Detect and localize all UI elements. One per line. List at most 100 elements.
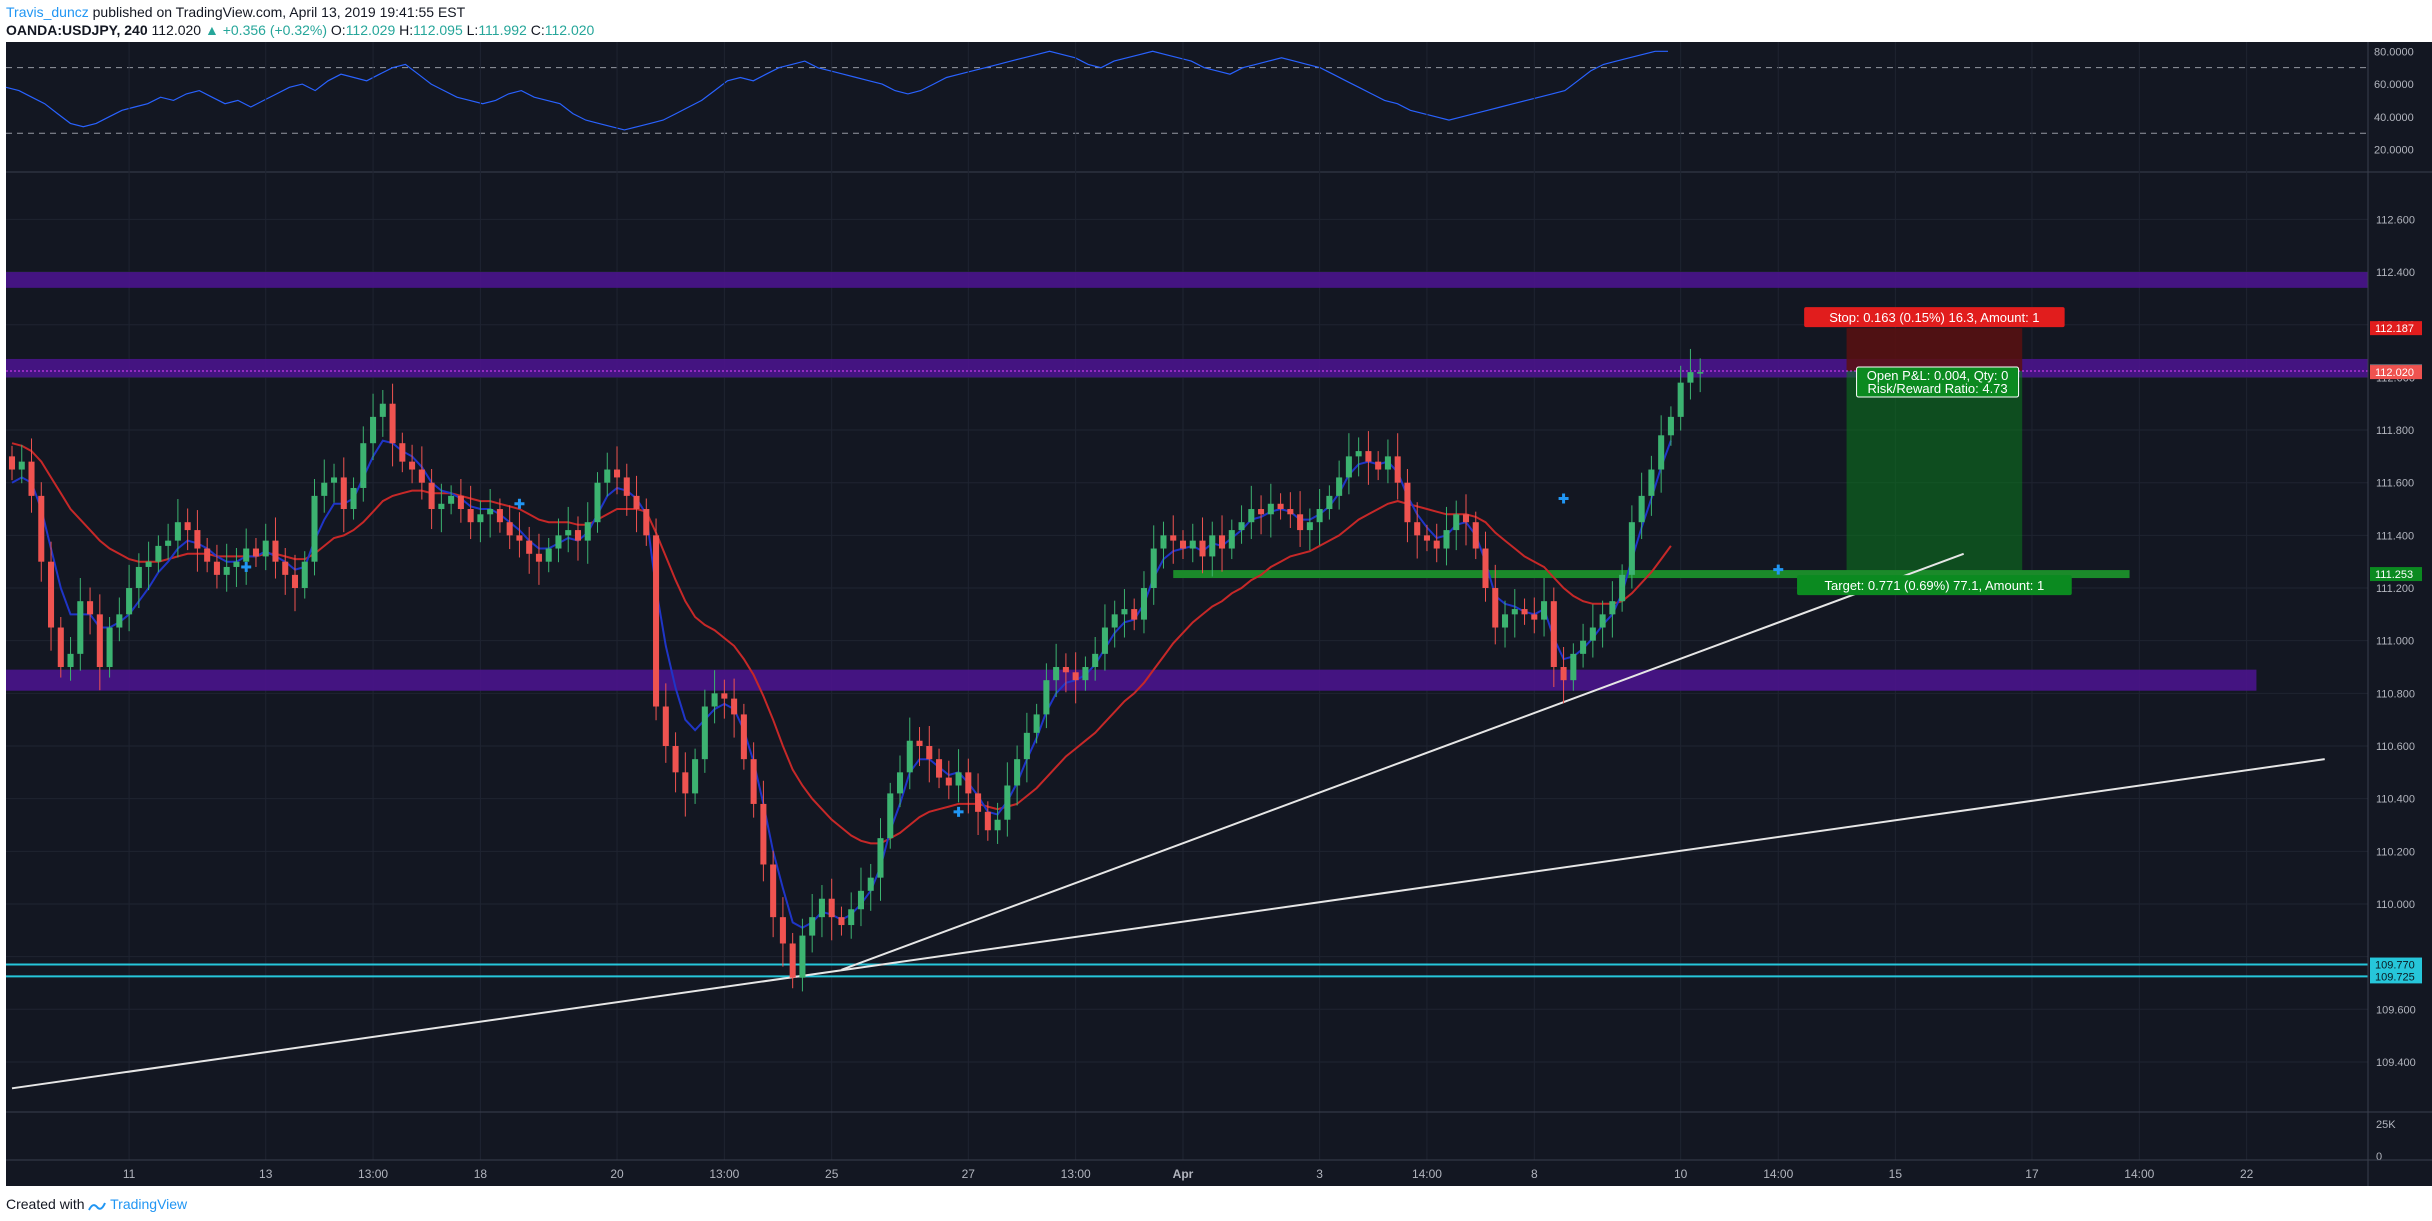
candle — [379, 390, 386, 437]
candle — [1004, 762, 1011, 837]
candle-body — [321, 482, 328, 496]
candle-body — [1082, 667, 1089, 681]
chart-area[interactable]: 80.0000 60.0000 40.0000 20.0000 Stop: 0.163 … — [0, 42, 2432, 1186]
candle — [155, 535, 162, 573]
candle-body — [594, 482, 601, 523]
candle-body — [789, 943, 796, 978]
candle — [1297, 491, 1304, 547]
candle — [38, 482, 45, 582]
candle — [643, 498, 650, 546]
candle — [77, 578, 84, 671]
author-link[interactable]: Travis_duncz — [6, 4, 89, 20]
candle-body — [1531, 614, 1538, 620]
candle-body — [1404, 482, 1411, 523]
publish-line: Travis_duncz published on TradingView.co… — [6, 4, 465, 20]
open-value: 112.029 — [345, 22, 396, 38]
created-with-text: Created with — [6, 1196, 85, 1212]
candle-body — [213, 561, 220, 575]
candle-body — [565, 530, 572, 536]
tradingview-brand-link[interactable]: TradingView — [110, 1196, 188, 1212]
candle-body — [604, 469, 611, 483]
candle-body — [574, 530, 582, 541]
candle-body — [184, 522, 191, 531]
candle-body — [1570, 653, 1577, 681]
candle — [1150, 525, 1157, 605]
candle — [984, 801, 991, 841]
symbol-label[interactable]: OANDA:USDJPY, 240 — [6, 22, 148, 38]
price-tag-box — [2370, 957, 2422, 972]
candle-body — [1228, 530, 1235, 549]
candle — [28, 438, 35, 513]
candle-body — [623, 477, 630, 496]
low-value: 111.992 — [478, 22, 527, 38]
candle-body — [818, 898, 825, 918]
candle-body — [896, 772, 904, 794]
candle — [1209, 521, 1216, 577]
chart-canvas[interactable]: 80.0000 60.0000 40.0000 20.0000 Stop: 0.163 … — [0, 42, 2432, 1186]
candle-body — [1306, 522, 1313, 531]
price-tick-label: 111.200 — [2376, 583, 2414, 595]
candle — [740, 703, 747, 770]
candle — [1658, 415, 1665, 493]
risk-reward-text: Risk/Reward Ratio: 4.73 — [1867, 381, 2007, 396]
candle-body — [1414, 522, 1421, 536]
candle — [760, 780, 767, 882]
candle — [1306, 508, 1313, 551]
time-tick-label: 22 — [2240, 1167, 2254, 1181]
candle-body — [1638, 495, 1645, 523]
candle-body — [379, 403, 386, 417]
candle — [1570, 643, 1577, 691]
candle — [1609, 581, 1616, 638]
candle — [623, 463, 630, 516]
candle-body — [906, 740, 913, 773]
candle — [1599, 600, 1606, 648]
candle-body — [1433, 540, 1440, 549]
time-tick-label: 14:00 — [1763, 1167, 1793, 1181]
candle — [682, 752, 689, 817]
candle-body — [653, 535, 660, 707]
candle — [1170, 515, 1177, 564]
pnl-text: Open P&L: 0.004, Qty: 0 — [1867, 368, 2009, 383]
candle-body — [1589, 627, 1596, 641]
candle-body — [1619, 574, 1626, 602]
pnl-box — [1856, 366, 2020, 398]
candle — [438, 483, 445, 533]
price-tag-box — [2370, 365, 2422, 380]
price-tag-text: 109.725 — [2375, 971, 2415, 983]
candle-body — [135, 566, 142, 589]
candle-body — [1462, 514, 1470, 523]
candle — [926, 725, 933, 783]
candle — [223, 543, 230, 592]
candle — [18, 444, 25, 484]
candle — [1043, 663, 1050, 729]
green-support-line — [1173, 570, 2130, 579]
price-tick-label: 110.000 — [2376, 899, 2415, 911]
candle-body — [165, 540, 172, 546]
time-tick-label: 11 — [123, 1167, 136, 1181]
candle — [1345, 433, 1352, 495]
candle — [1472, 511, 1479, 560]
price-tag: 109.725 — [2370, 969, 2422, 984]
candle-body — [477, 514, 484, 523]
candle — [1628, 505, 1635, 589]
candle — [1131, 598, 1138, 631]
candle-body — [370, 416, 377, 444]
candle-body — [1443, 530, 1450, 549]
rsi-tick-label: 20.0000 — [2374, 145, 2414, 157]
candle-body — [887, 793, 894, 839]
volume-tick-label: 25K — [2376, 1119, 2396, 1131]
candle — [955, 749, 962, 803]
candle-body — [994, 819, 1001, 831]
candle-body — [711, 693, 718, 707]
price-change: ▲ +0.356 (+0.32%) — [204, 22, 328, 38]
candle-body — [1541, 601, 1548, 620]
candle-body — [1189, 540, 1196, 549]
candle-body — [1101, 627, 1108, 654]
volume-tick-label: 0 — [2376, 1151, 2382, 1163]
candle-body — [1521, 609, 1528, 615]
candle-body — [682, 772, 689, 794]
candle — [994, 802, 1001, 844]
candle — [1121, 589, 1128, 638]
candle — [1316, 489, 1323, 546]
